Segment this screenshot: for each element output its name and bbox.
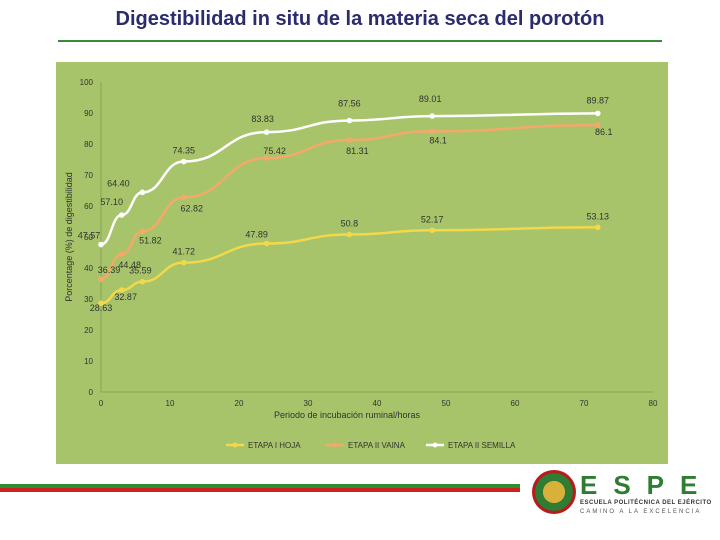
data-label: 35.59 [129,266,152,276]
data-label: 74.35 [173,146,196,156]
legend-marker [232,442,238,448]
data-label: 52.17 [421,214,444,224]
y-axis-title: Porcentage (%) de digestibilidad [64,172,74,302]
espe-seal-icon [532,470,576,514]
x-tick-label: 60 [511,399,520,408]
data-label: 57.10 [100,197,123,207]
data-label: 64.40 [107,178,130,188]
data-label: 81.31 [346,146,369,156]
data-point [139,228,146,235]
data-point [118,212,125,218]
data-point [429,227,436,234]
line-chart: 0 10 20 30 40 50 60 70 80 90 100 0 10 20 30 40 50 60 70 80 P… [64,78,658,450]
data-label: 28.63 [90,303,113,313]
logo-institution: ESCUELA POLITÉCNICA DEL EJÉRCITO [580,500,712,506]
data-label: 44.48 [118,260,141,270]
data-point [263,129,270,135]
x-tick-label: 50 [442,399,451,408]
axes: 0 10 20 30 40 50 60 70 80 90 100 0 10 20 30 40 50 60 70 80 P… [64,78,658,420]
legend: ETAPA I HOJA ETAPA II VAINA ETAPA II SEMIL… [226,441,516,450]
data-label: 50.8 [341,219,359,229]
data-point [118,287,125,293]
y-tick-label: 50 [84,233,93,242]
x-tick-label: 70 [580,399,589,408]
y-tick-label: 20 [84,326,93,335]
data-point [98,276,104,282]
data-label: 89.01 [419,94,442,104]
data-point [263,240,270,247]
data-point [118,251,125,257]
data-point [595,110,601,117]
data-label: 83.83 [251,114,274,124]
x-tick-label: 0 [99,399,104,408]
x-tick-label: 10 [166,399,175,408]
data-label: 53.13 [587,211,610,221]
y-tick-label: 100 [80,78,94,87]
x-tick-label: 40 [373,399,382,408]
data-point [595,224,601,231]
x-tick-label: 30 [304,399,313,408]
y-tick-label: 60 [84,202,93,211]
data-label: 51.82 [139,235,162,245]
data-label: 32.87 [114,292,137,302]
data-point [181,158,187,165]
logo-motto: CAMINO A LA EXCELENCIA [580,509,702,515]
data-point [346,137,353,143]
data-point [181,259,187,266]
series-0 [98,224,601,307]
series-line [100,112,598,246]
data-label: 41.72 [173,247,196,257]
data-point [139,278,146,285]
legend-label: ETAPA II VAINA [348,441,406,450]
data-point [346,231,353,238]
data-label: 75.42 [263,146,286,156]
series-line [100,123,598,281]
data-label: 89.87 [587,95,610,105]
data-label: 62.82 [181,203,204,213]
y-tick-label: 90 [84,109,93,118]
legend-marker [332,442,338,448]
chart-panel: 0 10 20 30 40 50 60 70 80 90 100 0 10 20 30 40 50 60 70 80 P… [56,62,668,464]
x-tick-label: 20 [235,399,244,408]
data-point [595,122,601,128]
legend-marker [432,442,438,448]
legend-label: ETAPA II SEMILLA [448,441,516,450]
data-point [98,241,104,248]
x-axis-title: Periodo de incubación ruminal/horas [274,410,421,420]
y-tick-label: 10 [84,357,93,366]
data-label: 47.57 [78,231,101,241]
slide-title: Digestibilidad in situ de la materia sec… [115,8,605,30]
legend-label: ETAPA I HOJA [248,441,301,450]
x-tick-label: 80 [649,399,658,408]
series-layer [98,110,601,307]
data-point [139,189,146,196]
y-tick-label: 0 [89,388,94,397]
data-label: 84.1 [429,135,447,145]
data-point [346,117,353,124]
data-label: 36.39 [98,265,121,275]
espe-logo: ESPE ESCUELA POLITÉCNICA DEL EJÉRCITO CA… [532,466,714,522]
series-2 [98,110,601,248]
data-point [263,155,270,161]
data-point [429,113,436,119]
series-1 [98,122,601,282]
logo-wordmark: ESPE [580,470,714,500]
y-tick-label: 80 [84,140,93,149]
data-point [98,300,104,307]
footer-stripe-green [0,484,520,488]
title-divider [58,40,662,42]
data-label: 87.56 [338,99,361,109]
data-point [429,128,436,135]
data-label: 86.1 [595,127,613,137]
data-label: 47.89 [245,230,268,240]
y-tick-label: 40 [84,264,93,273]
series-line [100,226,598,305]
y-tick-label: 30 [84,295,93,304]
footer-stripe-red [0,488,520,492]
data-point [181,194,187,201]
y-tick-label: 70 [84,171,93,180]
